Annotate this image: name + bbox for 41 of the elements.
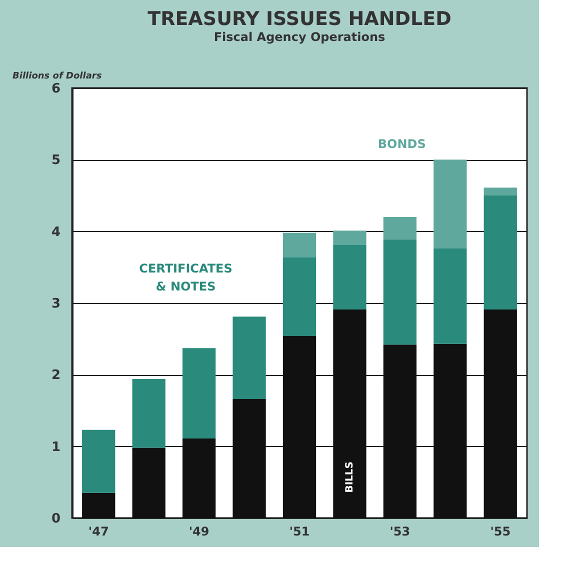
- y-axis-title: Billions of Dollars: [12, 72, 102, 82]
- bar: [282, 232, 316, 258]
- bar: [82, 430, 116, 493]
- y-tick-label: 4: [51, 224, 60, 240]
- bar: [282, 336, 316, 518]
- chart-subtitle: Fiscal Agency Operations: [214, 30, 386, 44]
- bar: [484, 196, 517, 310]
- y-tick-label: 6: [51, 82, 60, 96]
- y-tick-label: 3: [51, 296, 60, 312]
- bar: [383, 217, 417, 240]
- bar: [434, 160, 467, 249]
- y-tick-label: 2: [51, 368, 60, 384]
- x-tick-label: '51: [289, 524, 310, 538]
- bar: [383, 239, 417, 345]
- bar: [333, 230, 366, 245]
- bar: [484, 188, 517, 196]
- bar: [484, 309, 517, 518]
- x-tick-label: '47: [88, 524, 109, 538]
- bar: [132, 448, 166, 518]
- bar: [333, 244, 366, 310]
- bar: [232, 399, 266, 518]
- x-tick-label: '55: [490, 524, 511, 538]
- series-label: BILLS: [344, 462, 356, 493]
- x-tick-label: '49: [188, 524, 210, 538]
- bar: [333, 309, 366, 518]
- bar: [182, 348, 216, 438]
- bar: [434, 344, 467, 518]
- bar: [282, 257, 316, 336]
- y-tick-label: 0: [51, 512, 60, 526]
- bar: [132, 378, 166, 448]
- bar: [182, 438, 216, 518]
- bar: [434, 248, 467, 344]
- bar: [82, 492, 116, 518]
- bar: [383, 344, 417, 518]
- x-tick-label: '53: [390, 524, 410, 538]
- bar: [232, 316, 266, 400]
- series-label: CERTIFICATES & NOTES: [139, 262, 232, 294]
- chart-title: TREASURY ISSUES HANDLED: [148, 8, 452, 30]
- y-tick-label: 5: [51, 153, 60, 168]
- y-tick-label: 1: [51, 440, 60, 455]
- series-label: BONDS: [378, 136, 426, 151]
